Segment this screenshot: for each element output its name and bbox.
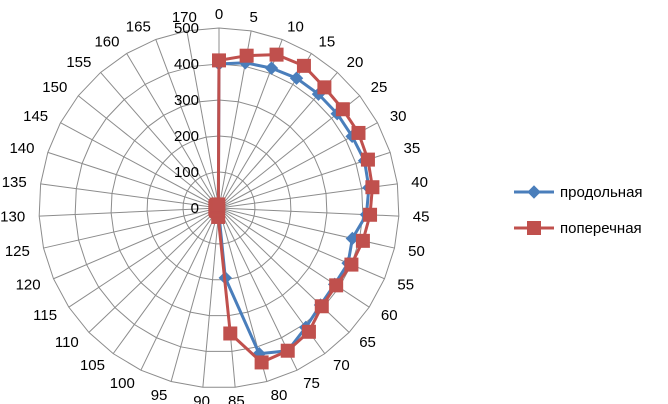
- radial-tick-label: 0: [191, 200, 199, 217]
- data-point-marker: [351, 125, 366, 140]
- grid-spoke: [202, 207, 220, 388]
- data-point-marker: [363, 207, 378, 222]
- category-tick-label: 70: [333, 357, 350, 374]
- data-point-marker: [335, 102, 350, 117]
- radial-tick-label: 200: [174, 128, 199, 145]
- grid-spoke: [155, 39, 220, 209]
- grid-spoke: [100, 72, 220, 209]
- category-tick-label: 65: [359, 334, 376, 351]
- legend-marker-swatch: [527, 221, 541, 235]
- data-point-marker: [314, 299, 329, 314]
- category-tick-label: 155: [66, 54, 91, 71]
- radial-tick-label: 500: [174, 20, 199, 37]
- data-point-marker: [301, 324, 316, 339]
- category-tick-label: 25: [371, 79, 388, 96]
- grid-spoke: [47, 151, 220, 209]
- grid-spoke: [39, 207, 220, 217]
- category-tick-label: 95: [151, 387, 168, 404]
- category-tick-label: 15: [319, 33, 336, 50]
- grid-spoke: [140, 207, 220, 371]
- grid-spoke: [53, 207, 220, 280]
- data-point-marker: [365, 180, 380, 195]
- data-point-marker: [212, 53, 226, 68]
- data-point-marker: [355, 233, 370, 248]
- radial-tick-label: 400: [174, 56, 199, 73]
- legend-entry: продольная: [514, 184, 643, 201]
- data-point-marker: [329, 278, 344, 293]
- series-2: [208, 47, 380, 370]
- category-tick-label: 45: [413, 209, 430, 226]
- category-tick-label: 55: [397, 276, 414, 293]
- data-point-marker: [239, 48, 254, 63]
- category-tick-label: 115: [33, 307, 57, 324]
- legend-entry: поперечная: [514, 220, 642, 237]
- grid-spoke: [218, 207, 298, 371]
- grid-spoke: [43, 207, 220, 249]
- category-tick-label: 75: [303, 375, 320, 392]
- category-tick-label: 110: [55, 334, 79, 351]
- grid-spoke: [170, 207, 220, 382]
- category-tick-label: 130: [0, 209, 25, 226]
- category-tick-label: 160: [94, 33, 119, 50]
- category-tick-label: 5: [249, 9, 257, 26]
- legend: продольная поперечная: [514, 184, 643, 237]
- radial-tick-label: 100: [174, 164, 199, 181]
- legend-label: продольная: [560, 184, 643, 201]
- category-tick-label: 80: [271, 387, 288, 404]
- radial-tick-label: 300: [174, 92, 199, 109]
- data-point-marker: [264, 61, 279, 75]
- grid-ring: [38, 27, 400, 388]
- grid-spoke: [77, 95, 220, 209]
- category-tick-label: 125: [5, 243, 30, 260]
- data-point-marker: [254, 355, 269, 370]
- grid-spoke: [186, 30, 220, 209]
- data-point-marker: [289, 71, 304, 85]
- grid-ring: [182, 171, 256, 245]
- data-point-marker: [317, 80, 332, 95]
- data-point-marker: [296, 58, 311, 73]
- category-tick-label: 10: [287, 18, 304, 35]
- category-tick-label: 140: [9, 140, 34, 157]
- data-point-marker: [269, 47, 284, 62]
- category-tick-label: 40: [411, 174, 428, 191]
- series-layer: [208, 47, 380, 370]
- grid-spoke: [68, 207, 220, 308]
- grid-spoke: [218, 207, 370, 308]
- category-tick-label: 0: [215, 6, 223, 23]
- category-tick-label: 120: [16, 276, 41, 293]
- category-tick-label: 20: [347, 54, 364, 71]
- category-tick-label: 85: [228, 393, 245, 404]
- data-point-marker: [280, 343, 295, 358]
- data-point-marker: [223, 326, 238, 341]
- category-tick-label: 145: [23, 108, 48, 125]
- category-tick-label: 90: [193, 393, 210, 404]
- category-tick-label: 105: [80, 357, 105, 374]
- category-tick-label: 60: [381, 307, 398, 324]
- grid-spoke: [112, 207, 220, 354]
- category-tick-label: 170: [172, 9, 197, 26]
- data-point-marker: [344, 257, 359, 272]
- grid-spoke: [88, 207, 220, 333]
- data-point-marker: [211, 197, 226, 212]
- data-point-marker: [360, 152, 375, 167]
- grid-ring: [146, 135, 292, 281]
- category-tick-label: 135: [2, 174, 27, 191]
- grid-spoke: [60, 122, 220, 209]
- category-tick-label: 150: [42, 79, 67, 96]
- category-tick-label: 165: [126, 18, 151, 35]
- legend-label: поперечная: [560, 220, 642, 237]
- grid-ring: [110, 99, 328, 317]
- category-tick-label: 30: [390, 108, 407, 125]
- grid-spoke: [40, 183, 220, 209]
- category-tick-label: 50: [408, 243, 425, 260]
- category-tick-label: 100: [110, 375, 135, 392]
- radial-tick-labels: 0 100 200 300 400 500: [174, 20, 199, 217]
- category-tick-label: 35: [404, 140, 421, 157]
- grid-spoke: [126, 53, 220, 209]
- legend-marker-swatch: [527, 185, 541, 199]
- grid-ring: [74, 63, 364, 352]
